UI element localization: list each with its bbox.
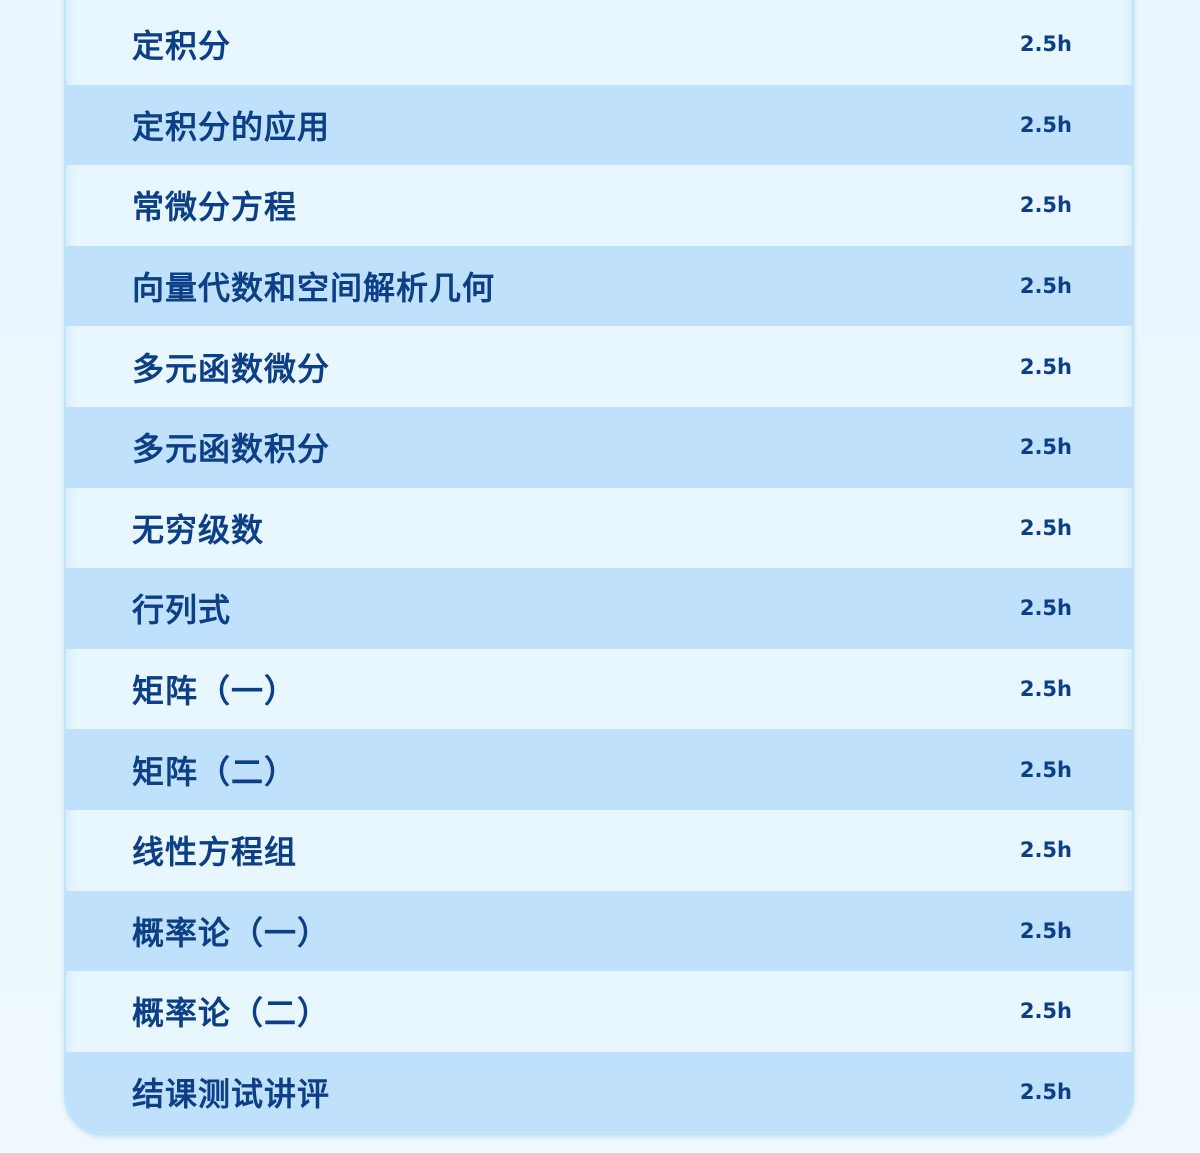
course-hours: 2.5h <box>1019 354 1072 379</box>
course-row: 多元函数积分 2.5h <box>66 406 1132 488</box>
course-name: 矩阵（一） <box>132 672 298 711</box>
course-row: 无穷级数 2.5h <box>66 488 1132 569</box>
course-hours: 2.5h <box>1019 515 1072 540</box>
course-name: 结课测试讲评 <box>132 1075 331 1114</box>
course-hours: 2.5h <box>1019 1080 1072 1105</box>
course-hours: 2.5h <box>1019 999 1072 1024</box>
course-schedule-card: 定积分 2.5h 定积分的应用 2.5h 常微分方程 2.5h 向量代数和空间解析几何 2.5… <box>64 0 1134 1135</box>
course-row: 行列式 2.5h <box>66 568 1132 649</box>
course-name: 无穷级数 <box>132 510 265 549</box>
course-name: 定积分 <box>132 27 232 66</box>
course-name: 向量代数和空间解析几何 <box>132 269 496 308</box>
course-row: 向量代数和空间解析几何 2.5h <box>66 245 1132 327</box>
course-row: 定积分 2.5h <box>66 4 1132 85</box>
course-row: 结课测试讲评 2.5h <box>66 1051 1132 1133</box>
course-name: 线性方程组 <box>132 833 298 872</box>
course-row: 矩阵（一） 2.5h <box>66 649 1132 730</box>
course-row: 多元函数微分 2.5h <box>66 326 1132 407</box>
course-hours: 2.5h <box>1019 193 1072 218</box>
course-name: 矩阵（二） <box>132 752 298 791</box>
course-hours: 2.5h <box>1019 274 1072 299</box>
course-row: 常微分方程 2.5h <box>66 165 1132 246</box>
course-name: 概率论（二） <box>132 994 331 1033</box>
course-row: 定积分的应用 2.5h <box>66 84 1132 166</box>
course-hours: 2.5h <box>1019 435 1072 460</box>
course-hours: 2.5h <box>1019 757 1072 782</box>
course-name: 定积分的应用 <box>132 107 331 146</box>
course-hours: 2.5h <box>1019 596 1072 621</box>
course-list: 定积分 2.5h 定积分的应用 2.5h 常微分方程 2.5h 向量代数和空间解析几何 2.5… <box>66 4 1132 1133</box>
course-hours: 2.5h <box>1019 32 1072 57</box>
course-row: 矩阵（二） 2.5h <box>66 729 1132 810</box>
course-name: 多元函数微分 <box>132 349 331 388</box>
course-hours: 2.5h <box>1019 112 1072 137</box>
course-hours: 2.5h <box>1019 677 1072 702</box>
course-hours: 2.5h <box>1019 838 1072 863</box>
course-name: 多元函数积分 <box>132 430 331 469</box>
course-row: 概率论（二） 2.5h <box>66 971 1132 1052</box>
course-row: 线性方程组 2.5h <box>66 810 1132 891</box>
course-name: 概率论（一） <box>132 913 331 952</box>
course-hours: 2.5h <box>1019 918 1072 943</box>
course-name: 行列式 <box>132 591 232 630</box>
course-row: 概率论（一） 2.5h <box>66 890 1132 972</box>
course-name: 常微分方程 <box>132 188 298 227</box>
